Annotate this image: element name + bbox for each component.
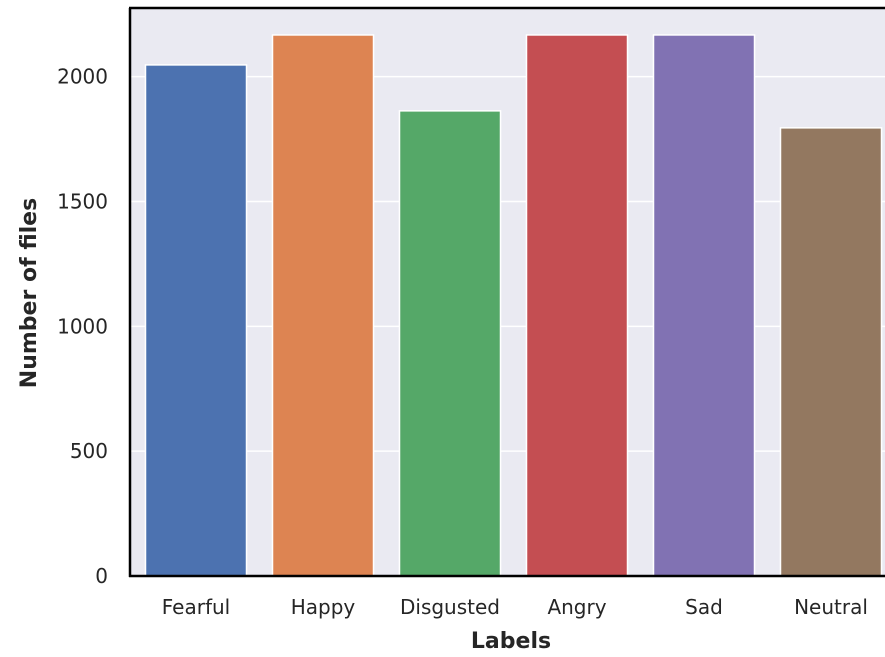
bar-angry	[525, 34, 629, 577]
bars	[144, 34, 883, 577]
y-tick-labels: 0 500 1000 1500 2000	[57, 65, 108, 588]
x-tick-label: Happy	[291, 595, 356, 619]
y-tick-label: 2000	[57, 65, 108, 89]
x-tick-label: Sad	[685, 595, 723, 619]
x-tick-label: Neutral	[794, 595, 868, 619]
y-tick-label: 500	[70, 439, 108, 463]
x-tick-label: Fearful	[162, 595, 230, 619]
bar-happy	[271, 34, 375, 577]
x-tick-label: Angry	[547, 595, 606, 619]
bar-sad	[652, 34, 756, 577]
y-tick-label: 0	[95, 564, 108, 588]
x-tick-label: Disgusted	[400, 595, 500, 619]
bar-neutral	[779, 127, 883, 577]
y-tick-label: 1000	[57, 314, 108, 338]
y-axis-title: Number of files	[17, 198, 42, 388]
bar-disgusted	[398, 110, 502, 577]
grid-lines	[130, 75, 885, 452]
y-tick-label: 1500	[57, 189, 108, 213]
x-tick-labels: Fearful Happy Disgusted Angry Sad Neutral	[162, 595, 868, 619]
bar-fearful	[144, 64, 248, 577]
plot-area	[130, 8, 885, 576]
x-axis-title: Labels	[471, 629, 551, 654]
